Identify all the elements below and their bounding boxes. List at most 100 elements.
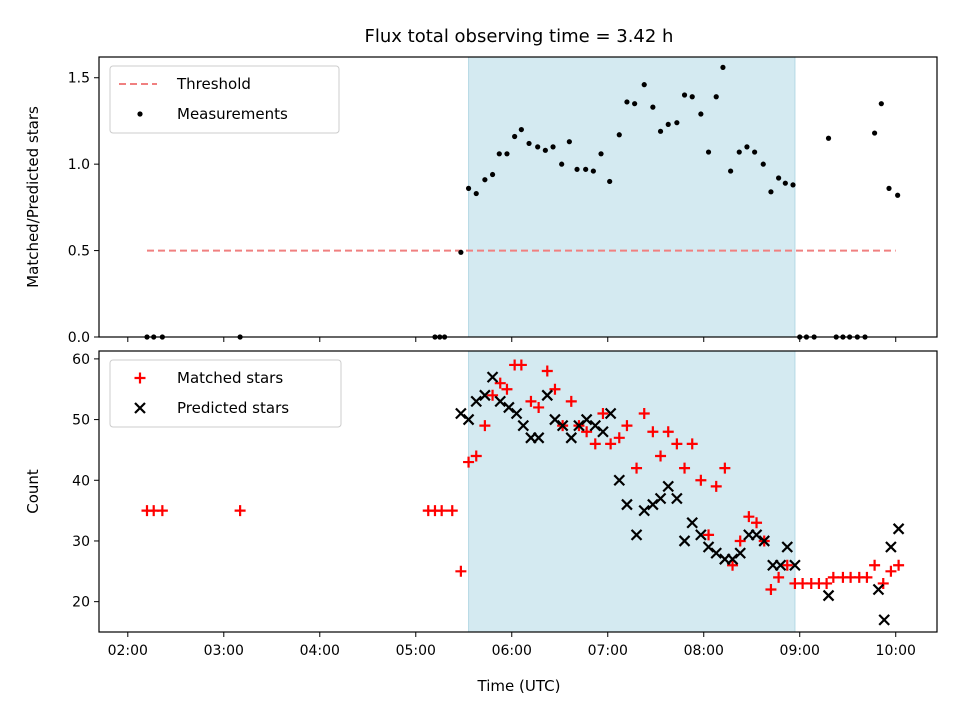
- plus-marker: [781, 559, 793, 571]
- legend: Matched stars Predicted stars: [109, 359, 342, 428]
- plus-marker: [727, 559, 739, 571]
- plus-marker: [494, 377, 506, 389]
- plus-marker: [869, 559, 881, 571]
- top-panel-ratio: 0.0 0.5 1.0 1.5 Matched/Predicted stars Thres…: [24, 56, 938, 346]
- data-point: [886, 185, 892, 191]
- x-marker: [494, 395, 507, 408]
- plus-marker: [455, 565, 467, 577]
- data-point: [728, 168, 734, 174]
- plus-marker: [463, 456, 475, 468]
- y-axis-label: Matched/Predicted stars: [24, 106, 42, 288]
- bottom-panel-counts: 20 30 40 50 60 02:00 03:00 04:00 05:00 06:00 07:00…: [24, 350, 938, 659]
- legend-swatch: [134, 402, 146, 414]
- plot-frame: [98, 350, 938, 633]
- plus-marker: [234, 505, 246, 517]
- x-tick-label: 08:00: [684, 643, 724, 659]
- x-marker: [872, 583, 885, 596]
- plus-marker: [695, 474, 707, 486]
- x-axis-label: Time (UTC): [477, 677, 561, 695]
- plus-marker: [743, 511, 755, 523]
- x-marker: [781, 541, 794, 553]
- x-marker: [686, 516, 699, 529]
- data-point: [566, 139, 572, 145]
- data-point: [665, 121, 671, 128]
- plus-marker: [638, 408, 650, 420]
- data-point: [790, 182, 796, 188]
- y-tick-label: 0.0: [68, 330, 90, 346]
- x-marker: [734, 547, 746, 559]
- x-marker: [510, 407, 523, 420]
- data-point: [512, 133, 518, 140]
- plus-marker: [662, 426, 674, 438]
- plus-marker: [613, 432, 625, 444]
- plus-marker: [541, 365, 553, 377]
- plus-marker: [751, 517, 763, 529]
- x-marker: [710, 547, 722, 559]
- data-point: [650, 104, 656, 110]
- plus-marker: [655, 450, 667, 462]
- y-tick-label: 0.5: [68, 244, 90, 260]
- data-point: [535, 144, 541, 150]
- series-measurements: [144, 64, 901, 340]
- data-point: [768, 189, 774, 195]
- legend-box: [109, 359, 342, 428]
- x-marker: [565, 432, 578, 444]
- data-point: [496, 151, 502, 157]
- x-marker: [885, 541, 897, 553]
- data-point: [782, 180, 788, 186]
- data-point: [744, 144, 750, 150]
- plus-marker: [647, 426, 659, 438]
- plus-marker: [581, 426, 593, 438]
- data-point: [542, 147, 548, 153]
- plus-marker: [679, 462, 691, 474]
- y-tick-label: 40: [72, 473, 90, 489]
- y-tick-label: 1.0: [68, 157, 90, 173]
- series-predicted-stars: [455, 371, 905, 626]
- y-tick-label: 50: [72, 413, 90, 429]
- x-marker: [580, 413, 593, 426]
- x-tick-label: 05:00: [396, 643, 436, 659]
- data-point: [590, 168, 596, 174]
- x-marker: [549, 413, 561, 426]
- plus-marker: [773, 571, 785, 583]
- plus-marker: [605, 438, 617, 450]
- data-point: [616, 132, 622, 138]
- data-point: [526, 140, 532, 147]
- x-marker: [503, 401, 515, 414]
- x-marker: [532, 432, 545, 444]
- data-point: [705, 149, 712, 155]
- data-point: [752, 149, 758, 155]
- data-point: [895, 192, 901, 198]
- plus-marker: [479, 420, 491, 432]
- data-point: [689, 94, 695, 100]
- data-point: [465, 185, 472, 191]
- data-point: [720, 64, 726, 70]
- data-point: [736, 149, 742, 155]
- data-point: [657, 128, 664, 134]
- x-tick-label: 03:00: [204, 643, 244, 659]
- y-tick-label: 60: [72, 352, 90, 368]
- x-marker: [678, 535, 691, 547]
- data-point: [825, 135, 832, 141]
- observing-window-band: [468, 56, 796, 338]
- x-tick-label: 04:00: [300, 643, 340, 659]
- x-marker: [556, 419, 569, 432]
- plus-marker: [589, 438, 601, 450]
- data-point: [713, 94, 719, 100]
- data-point: [574, 166, 580, 172]
- data-point: [489, 171, 496, 178]
- x-marker: [621, 498, 633, 511]
- plus-marker: [631, 462, 643, 474]
- x-tick-label: 07:00: [588, 643, 628, 659]
- legend-label: Threshold: [176, 75, 251, 93]
- plus-marker: [597, 408, 609, 420]
- x-marker: [541, 389, 554, 402]
- data-point: [674, 120, 680, 126]
- x-marker: [604, 407, 617, 420]
- x-marker: [671, 492, 683, 505]
- data-point: [776, 175, 782, 181]
- data-point: [482, 177, 488, 183]
- legend-box: [109, 65, 340, 134]
- data-point: [550, 144, 556, 150]
- data-point: [641, 82, 647, 88]
